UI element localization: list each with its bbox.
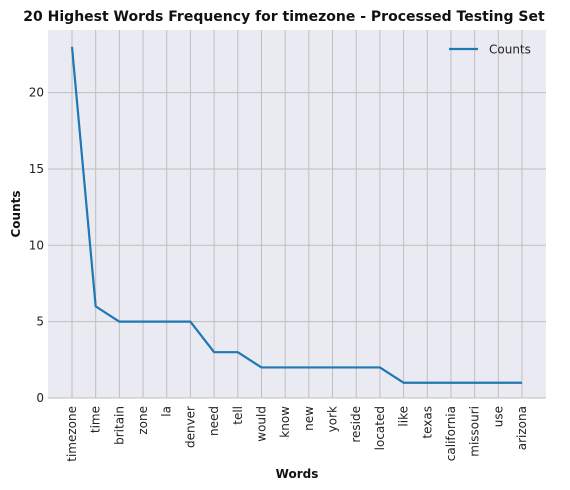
x-tick-label: know [278,406,292,438]
x-tick-label: would [254,406,268,442]
x-tick-label: missouri [468,406,482,457]
x-tick-label: la [160,406,174,417]
y-tick-label: 15 [29,162,44,176]
series-line-counts [70,46,522,384]
x-tick-labels: timezone time britain zone la denver need tell w… [65,406,529,462]
legend: Counts [449,43,531,57]
x-tick-label: like [397,406,411,427]
x-tick-label: zone [136,406,150,435]
x-tick-label: arizona [515,406,529,450]
x-tick-label: timezone [65,406,79,462]
y-tick-label: 10 [29,238,44,252]
x-tick-label: britain [112,406,126,445]
x-tick-label: located [373,406,387,450]
plot-area [48,30,546,398]
y-axis-label: Counts [9,190,23,237]
x-tick-label: need [207,406,221,436]
x-tick-label: texas [420,406,434,439]
y-tick-label: 0 [36,391,44,405]
grid-lines [48,30,546,399]
x-axis-label: Words [276,467,319,481]
x-tick-label: california [444,406,458,461]
x-tick-label: denver [183,406,197,448]
y-tick-label: 5 [36,315,44,329]
y-tick-labels: 0 5 10 15 20 [29,86,44,405]
x-tick-label: use [491,406,505,427]
x-tick-label: reside [349,406,363,443]
chart-title: 20 Highest Words Frequency for timezone … [23,9,545,25]
x-tick-label: tell [231,406,245,425]
x-tick-label: time [89,406,103,433]
x-tick-label: new [302,406,316,431]
legend-label: Counts [489,43,531,57]
y-tick-label: 20 [29,86,44,100]
x-tick-label: york [326,406,340,432]
